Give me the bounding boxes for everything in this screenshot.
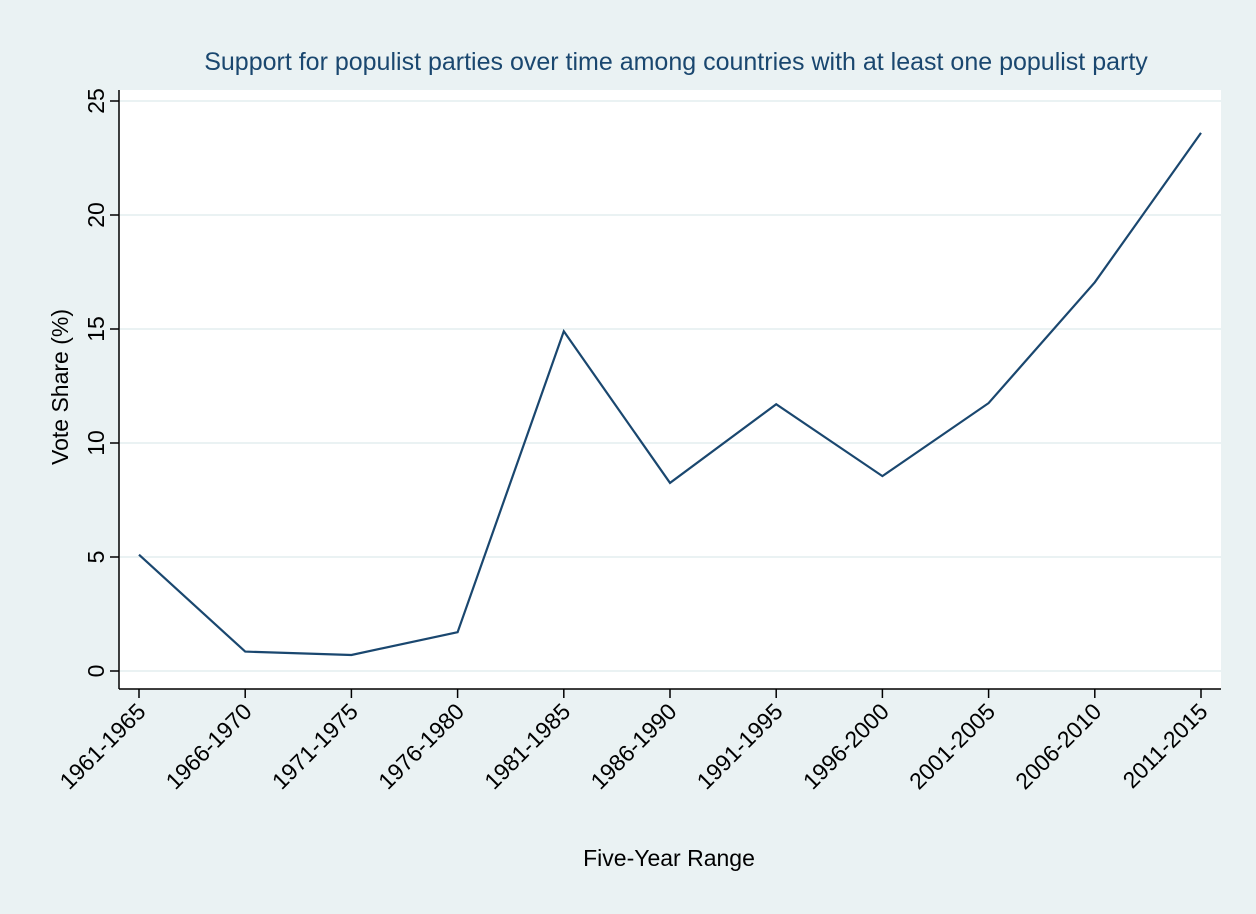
y-axis-label: Vote Share (%) <box>47 309 73 465</box>
x-tick-label: 1986-1990 <box>585 698 681 794</box>
y-tick-label: 0 <box>83 665 109 678</box>
chart-title: Support for populist parties over time a… <box>204 48 1148 76</box>
y-tick-label: 15 <box>83 316 109 342</box>
y-tick-label: 20 <box>83 202 109 228</box>
series-group <box>138 132 1202 657</box>
x-axis-label: Five-Year Range <box>583 845 755 871</box>
y-axis-ticks: 0 5 10 15 20 25 <box>83 88 119 677</box>
series-line <box>138 132 1202 657</box>
y-tick-label: 25 <box>83 88 109 114</box>
x-tick-label: 1971-1975 <box>267 698 363 794</box>
y-tick-label: 5 <box>83 551 109 564</box>
x-tick-label: 2011-2015 <box>1118 698 1213 793</box>
x-tick-label: 1991-1995 <box>692 698 788 794</box>
x-tick-label: 1996-2000 <box>798 698 894 794</box>
x-tick-label: 1961-1965 <box>54 698 150 794</box>
gridlines <box>120 100 1221 672</box>
y-tick-label: 10 <box>83 430 109 456</box>
x-tick-label: 1981-1985 <box>479 698 575 794</box>
x-axis-ticks: 1961-1965 1966-1970 1971-1975 1976-1980 1981… <box>54 689 1213 794</box>
x-tick-label: 1976-1980 <box>373 698 469 794</box>
plot-area <box>119 90 1221 689</box>
x-tick-label: 1966-1970 <box>161 698 257 794</box>
x-tick-label: 2006-2010 <box>1010 698 1106 794</box>
x-tick-label: 2001-2005 <box>904 698 1000 794</box>
